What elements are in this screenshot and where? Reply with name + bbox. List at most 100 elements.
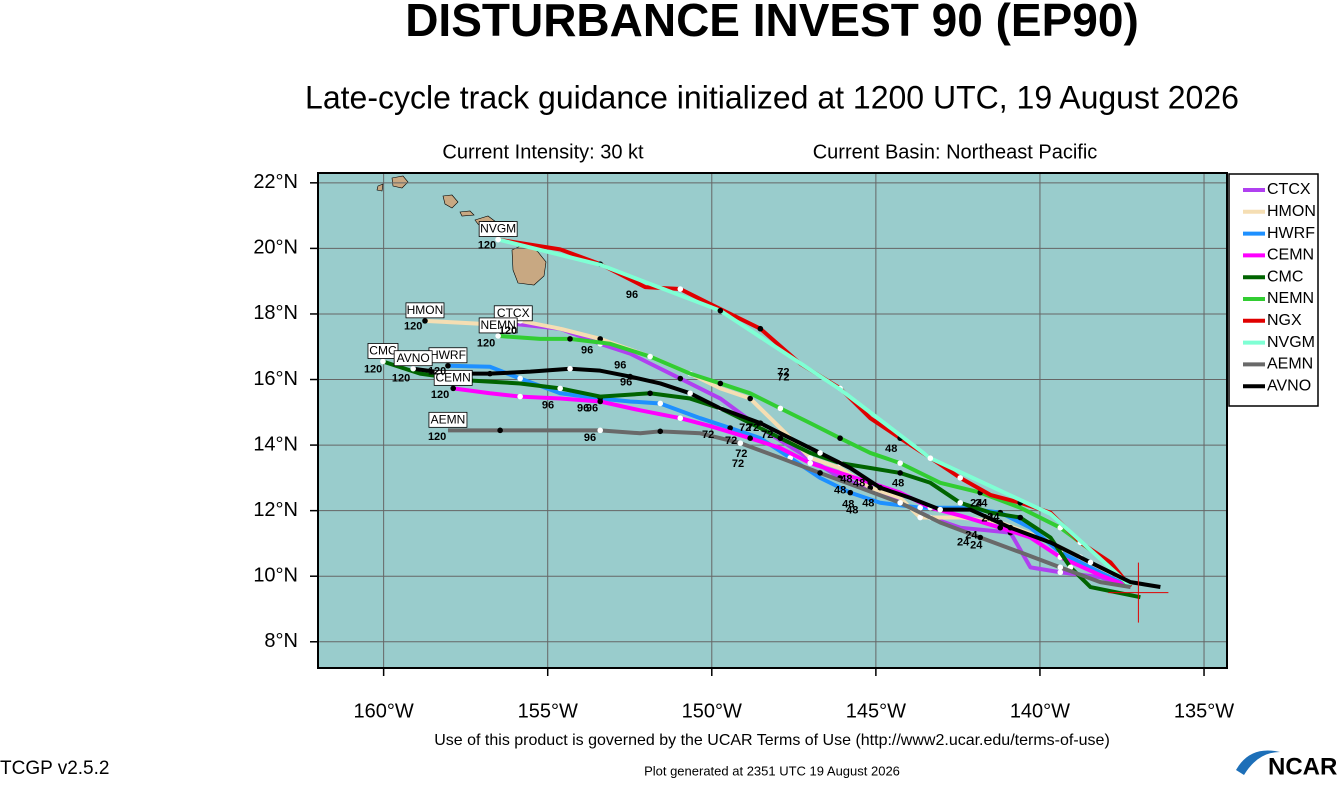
track-point (1007, 524, 1014, 531)
hour-label: 48 (853, 478, 865, 490)
hour-label: 96 (614, 360, 626, 372)
hour-label: 48 (840, 474, 852, 486)
track-point (495, 333, 501, 339)
hour-label: 24 (957, 536, 970, 548)
track-point (977, 534, 984, 541)
hour-label: 120 (478, 239, 496, 251)
hour-label: 120 (428, 431, 446, 443)
track-point (657, 400, 664, 407)
track-point (837, 435, 843, 442)
track-point (647, 353, 653, 360)
track-point (380, 358, 386, 365)
hour-label: 24 (965, 529, 978, 541)
track-point (677, 375, 684, 382)
legend: CTCX HMON HWRF CEMN CMC NEMN NGX NVGM AEMN AVNO (1228, 173, 1319, 407)
track-point (757, 325, 764, 332)
hour-label: 96 (581, 345, 593, 357)
y-tick-label: 8°N (264, 630, 298, 652)
track-line (412, 366, 1161, 590)
model-label: AVNO (397, 351, 430, 365)
track-point (747, 395, 753, 402)
model-label: AEMN (431, 413, 466, 427)
hour-label: 72 (777, 371, 789, 383)
track-point (917, 514, 923, 521)
track-point (557, 385, 563, 392)
y-tick-label: 20°N (253, 237, 298, 259)
track-point (817, 450, 823, 456)
track-point (957, 499, 964, 506)
track-point (727, 425, 733, 431)
model-label: NVGM (480, 222, 516, 236)
track-line (447, 428, 1131, 590)
hour-label: 120 (392, 372, 410, 384)
hour-label: 48 (846, 505, 858, 517)
model-label-box (478, 317, 518, 334)
track-point (917, 504, 923, 511)
tracks (380, 236, 1161, 600)
track-point (897, 460, 903, 466)
model-label: HMON (407, 303, 444, 317)
hour-label: 24 (987, 511, 1000, 523)
generated: Plot generated at 2351 UTC 19 August 202… (644, 763, 900, 778)
track-point (517, 375, 523, 382)
hour-label: 72 (747, 422, 759, 434)
track-point (445, 362, 451, 369)
x-tick-label: 150°W (682, 700, 742, 722)
legend-label: HWRF (1267, 225, 1315, 242)
hour-label: 72 (739, 422, 751, 434)
model-label-box (405, 302, 445, 319)
track-point (567, 365, 573, 372)
logo-swoosh (1236, 750, 1280, 775)
track-point (717, 307, 724, 314)
track-point (567, 336, 573, 342)
track-line (382, 359, 1141, 600)
legend-label: NEMN (1267, 290, 1314, 307)
hour-label: 120 (431, 389, 449, 401)
hour-label: 72 (732, 458, 744, 470)
hour-label: 96 (620, 376, 632, 388)
hour-label: 72 (725, 435, 737, 447)
model-label: CTCX (497, 306, 530, 320)
track-point (487, 370, 493, 377)
hour-label: 48 (892, 478, 904, 490)
island (442, 194, 459, 209)
track-point (627, 373, 633, 380)
hour-label: 96 (577, 402, 589, 414)
track-point (517, 393, 523, 400)
track-point (897, 499, 903, 506)
island (376, 183, 384, 192)
track-point (717, 380, 724, 387)
track-point (777, 435, 784, 442)
track-point (817, 470, 823, 476)
hour-label: 120 (428, 366, 446, 378)
x-tick-label: 155°W (518, 700, 578, 722)
island (391, 175, 409, 189)
track-point (1057, 569, 1064, 576)
track-point (1017, 514, 1024, 521)
hour-label: 72 (735, 448, 747, 460)
track-point (657, 428, 664, 435)
track-point (997, 524, 1004, 531)
track-point (677, 286, 684, 292)
plot-frame (317, 172, 1228, 669)
track-point (777, 405, 784, 412)
track-line (497, 237, 1132, 588)
logo: NCAR (1268, 753, 1337, 780)
hour-label: 96 (584, 432, 596, 444)
x-tick-label: 140°W (1010, 700, 1070, 722)
track-point (597, 398, 604, 405)
track-point (677, 415, 684, 422)
hour-label: 24 (970, 539, 983, 551)
legend-label: AEMN (1267, 356, 1313, 373)
y-tick-label: 16°N (253, 368, 298, 390)
intensity: Current Intensity: 30 kt (442, 141, 644, 163)
legend-label: HMON (1267, 203, 1316, 220)
track-point (497, 427, 503, 434)
track-point (597, 336, 604, 342)
track-point (450, 385, 457, 392)
track-line (498, 333, 1132, 589)
legend-label: AVNO (1267, 377, 1311, 394)
hour-label: 120 (404, 321, 422, 333)
track-point (927, 455, 934, 461)
